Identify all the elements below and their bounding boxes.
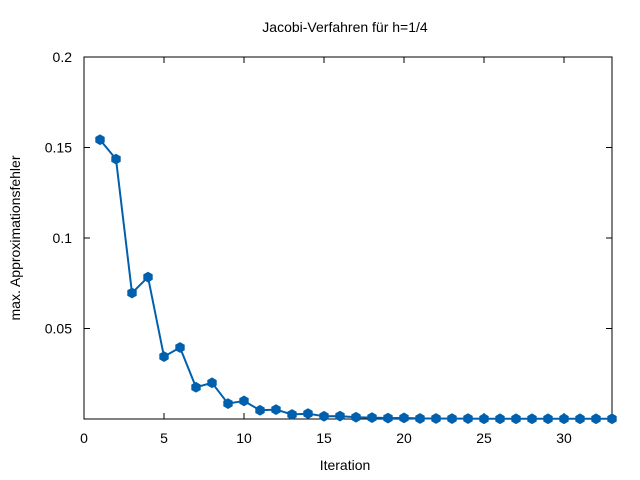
data-point [191, 381, 201, 393]
data-point [95, 134, 105, 146]
data-point [271, 404, 281, 415]
data-point [175, 342, 185, 353]
data-point [399, 412, 409, 424]
x-tick-label: 25 [476, 430, 492, 446]
data-point [303, 408, 313, 419]
y-axis-label: max. Approximationsfehler [7, 155, 23, 320]
data-point [111, 153, 121, 165]
data-point [159, 351, 169, 362]
data-point [127, 287, 137, 299]
data-point [575, 413, 585, 425]
x-tick-label: 10 [236, 430, 252, 446]
plot-area [95, 134, 617, 425]
data-point [319, 410, 329, 422]
data-point [431, 413, 441, 424]
data-point [495, 413, 505, 425]
data-point [511, 413, 521, 425]
chart-title: Jacobi-Verfahren für h=1/4 [262, 19, 428, 35]
x-tick-label: 0 [80, 430, 88, 446]
x-tick-label: 30 [556, 430, 572, 446]
x-tick-label: 5 [160, 430, 168, 446]
y-tick-label: 0.2 [53, 49, 73, 65]
data-point [559, 413, 569, 425]
data-point [479, 413, 489, 425]
data-point [207, 377, 217, 389]
data-point [223, 398, 233, 409]
data-point [351, 411, 361, 423]
data-point [527, 413, 537, 425]
data-point [335, 410, 345, 422]
data-point [239, 395, 249, 407]
data-point [367, 412, 377, 423]
y-tick-label: 0.05 [45, 321, 72, 337]
x-tick-label: 20 [396, 430, 412, 446]
data-point [143, 271, 153, 283]
y-tick-label: 0.1 [53, 230, 73, 246]
y-tick-label: 0.15 [45, 140, 72, 156]
x-axis-label: Iteration [320, 457, 371, 473]
data-point [287, 409, 297, 420]
data-point [447, 413, 457, 424]
data-point [415, 413, 425, 424]
axes: 0 5 10 15 20 25 30 0.05 0.1 0.15 0.2 [45, 49, 613, 446]
data-point [383, 412, 393, 424]
data-point [543, 413, 553, 425]
data-point [607, 413, 617, 425]
data-point [591, 413, 601, 425]
x-tick-label: 15 [316, 430, 332, 446]
data-point [463, 413, 473, 424]
data-point [255, 404, 265, 416]
